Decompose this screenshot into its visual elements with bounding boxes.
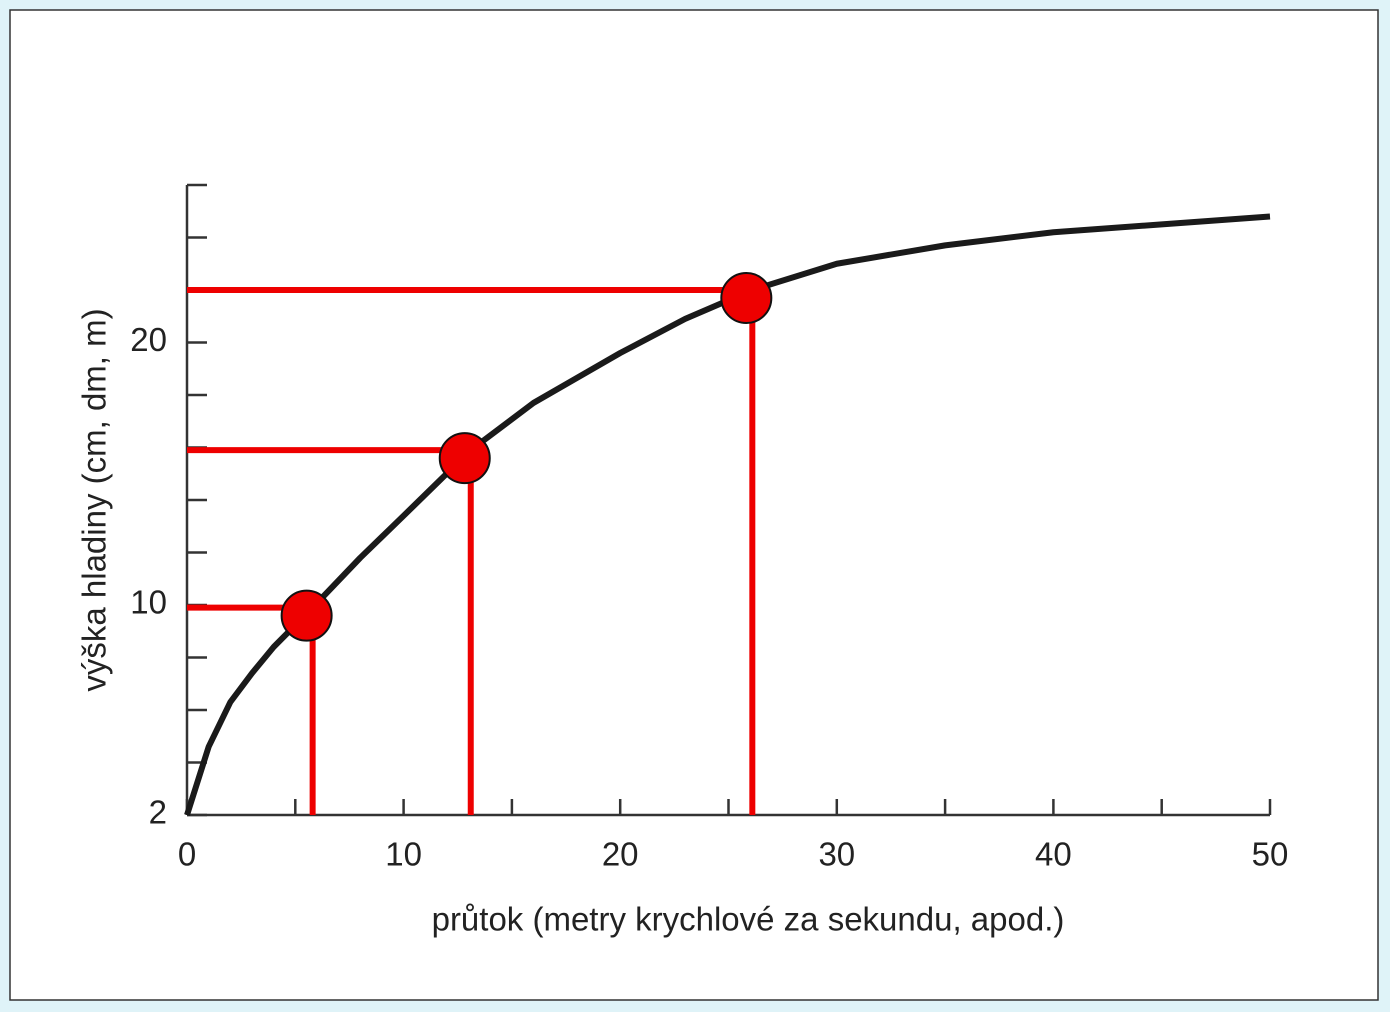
x-tick-label: 20 [602, 836, 639, 873]
y-tick-label: 2 [149, 794, 167, 831]
rating-curve [184, 213, 1271, 816]
panel [9, 9, 1379, 1001]
point [720, 272, 773, 324]
x-tick-label: 30 [818, 836, 855, 873]
x-tick-label: 50 [1252, 836, 1289, 873]
y-tick-label: 20 [130, 321, 167, 358]
y-axis-label: výška hladiny (cm, dm, m) [76, 308, 113, 691]
x-tick-label: 40 [1035, 836, 1072, 873]
point [280, 589, 333, 642]
x-axis-label: průtok (metry krychlové za sekundu, apod… [432, 901, 1065, 938]
y-tick-label: 10 [130, 584, 167, 621]
x-tick-label: 10 [385, 836, 422, 873]
point [438, 432, 491, 485]
x-tick-label: 0 [178, 836, 196, 873]
